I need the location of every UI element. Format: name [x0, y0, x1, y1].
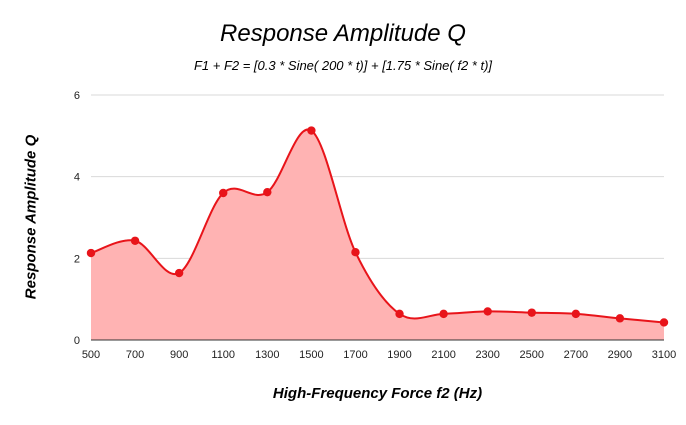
- x-tick-label: 2500: [520, 349, 544, 361]
- data-point: [395, 309, 404, 319]
- area-fill: [91, 129, 664, 340]
- x-tick-label: 2900: [608, 349, 632, 361]
- x-tick-label: 500: [82, 349, 100, 361]
- data-point: [219, 188, 228, 198]
- y-tick-label: 2: [74, 253, 80, 265]
- data-point: [615, 314, 625, 323]
- chart-title: Response Amplitude Q: [220, 20, 466, 47]
- data-point: [174, 268, 184, 278]
- y-tick-label: 6: [74, 90, 80, 102]
- data-point: [263, 187, 272, 197]
- x-tick-label: 1500: [299, 349, 323, 361]
- x-tick-label: 1300: [255, 349, 279, 361]
- data-point: [659, 318, 669, 327]
- data-point: [439, 309, 448, 319]
- data-point: [86, 248, 96, 258]
- y-tick-label: 4: [74, 172, 80, 184]
- x-tick-label: 2700: [564, 349, 588, 361]
- y-axis-label: Response Amplitude Q: [22, 134, 40, 300]
- x-tick-label: 2300: [475, 349, 499, 361]
- x-tick-label: 700: [126, 349, 144, 361]
- data-point: [571, 309, 581, 319]
- x-tick-label: 3100: [652, 349, 676, 361]
- x-tick-label: 1100: [211, 349, 235, 361]
- x-axis-label: High-Frequency Force f2 (Hz): [272, 385, 483, 402]
- x-tick-label: 900: [170, 349, 188, 361]
- x-tick-label: 1700: [343, 349, 367, 361]
- y-tick-label: 0: [74, 335, 80, 347]
- x-tick-label: 1900: [387, 349, 411, 361]
- data-point: [130, 236, 140, 245]
- data-point: [351, 248, 360, 257]
- data-point: [527, 308, 536, 317]
- chart-subtitle: F1 + F2 = [0.3 * Sine( 200 * t)] + [1.75…: [193, 58, 493, 73]
- data-point: [483, 307, 492, 316]
- x-tick-label: 2100: [431, 349, 455, 361]
- data-point: [307, 126, 316, 135]
